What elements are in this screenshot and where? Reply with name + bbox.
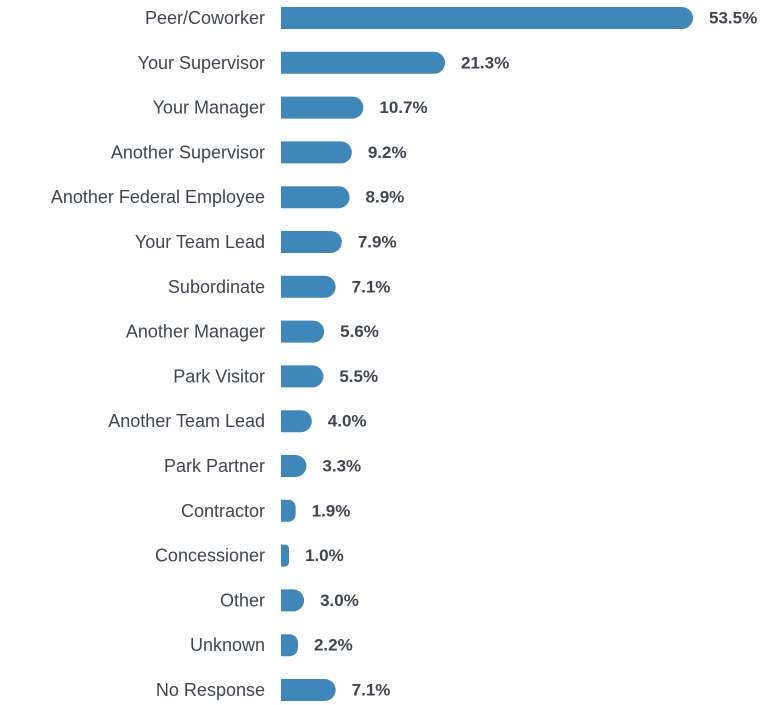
bar-your-manager [281,96,364,119]
category-label: Park Visitor [173,366,265,386]
category-labels: Peer/Coworker Your Supervisor Your Manager… [51,8,265,700]
category-label: Subordinate [168,277,265,297]
bar-concessioner [281,544,289,567]
value-label: 1.9% [312,501,351,520]
bar-park-visitor [281,365,324,388]
bar-another-federal-employee [281,186,350,209]
category-label: Another Federal Employee [51,187,265,207]
value-label: 8.9% [366,188,405,207]
category-label: Your Team Lead [135,232,265,252]
bar-another-manager [281,320,325,343]
category-label: Peer/Coworker [145,8,265,28]
category-label: Another Team Lead [108,411,265,431]
value-label: 2.2% [314,636,353,655]
value-label: 9.2% [368,143,407,162]
bar-your-team-lead [281,231,342,253]
category-label: Another Manager [126,322,265,342]
category-label: Park Partner [164,456,265,476]
bar-unknown [281,634,298,657]
value-label: 1.0% [305,546,344,565]
value-label: 53.5% [709,9,757,28]
category-label: Unknown [190,635,265,655]
value-label: 4.0% [328,412,367,431]
bar-park-partner [281,455,307,477]
category-label: Your Supervisor [138,53,265,73]
bar-your-supervisor [281,51,446,74]
bar-another-team-lead [281,410,312,433]
value-label: 10.7% [379,98,427,117]
value-label: 7.1% [352,277,391,296]
bar-no-response [281,679,336,701]
category-label: Other [220,590,265,610]
value-label: 5.5% [339,367,378,386]
value-label: 3.0% [320,591,359,610]
value-label: 5.6% [340,322,379,341]
category-label: Concessioner [155,546,265,566]
value-label: 21.3% [461,53,509,72]
bars-layer [281,7,693,701]
value-labels: 53.5% 21.3% 10.7% 9.2% 8.9% 7.9% 7.1% 5.6% 5.5% 4… [305,9,757,700]
category-label: Contractor [181,501,265,521]
category-label: Your Manager [153,98,265,118]
bar-other [281,589,305,612]
category-label: No Response [156,680,265,700]
category-label: Another Supervisor [111,142,265,162]
bar-contractor [281,499,296,522]
value-label: 3.3% [322,457,361,476]
value-label: 7.9% [358,233,397,252]
value-label: 7.1% [352,681,391,700]
bar-another-supervisor [281,141,352,164]
bar-peer-coworker [281,7,693,29]
bar-subordinate [281,275,336,298]
